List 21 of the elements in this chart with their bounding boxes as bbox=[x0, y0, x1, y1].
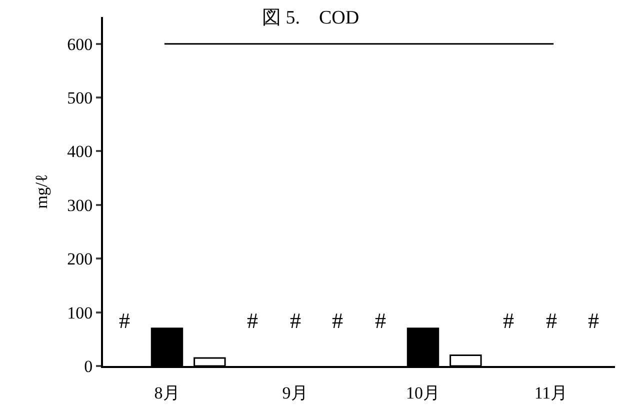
annotation: # bbox=[588, 308, 599, 333]
y-tick-label: 0 bbox=[84, 356, 93, 376]
y-tick-label: 200 bbox=[67, 250, 93, 269]
y-tick-label: 600 bbox=[67, 34, 93, 54]
annotation: # bbox=[247, 308, 258, 333]
y-axis-title: mg/ℓ bbox=[32, 174, 52, 209]
annotation: # bbox=[503, 308, 514, 333]
y-tick-label: 100 bbox=[67, 303, 93, 322]
x-tick-label: 9月 bbox=[282, 383, 308, 402]
y-tick-label: 500 bbox=[67, 88, 93, 108]
x-tick-label: 10月 bbox=[406, 383, 440, 402]
x-tick-label: 11月 bbox=[534, 383, 568, 402]
annotation: # bbox=[546, 308, 557, 333]
chart-title: 図 5. COD bbox=[262, 8, 360, 29]
y-tick-label: 400 bbox=[67, 142, 93, 162]
annotation: # bbox=[332, 308, 343, 333]
annotation: # bbox=[290, 308, 301, 333]
annotation: # bbox=[375, 308, 386, 333]
x-tick-label: 8月 bbox=[154, 383, 180, 402]
annotation: # bbox=[119, 308, 130, 333]
y-tick-label: 300 bbox=[67, 196, 93, 215]
